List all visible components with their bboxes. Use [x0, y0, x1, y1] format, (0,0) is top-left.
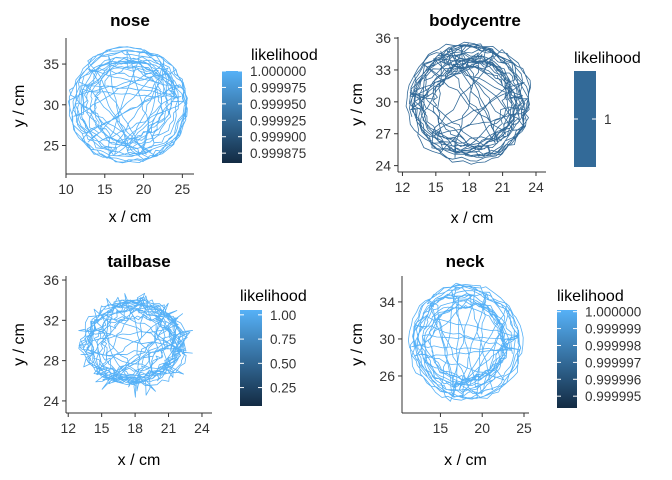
x-axis-label: x / cm [444, 452, 487, 469]
legend-tick-label: 1.000000 [585, 305, 641, 320]
legend-title: likelihood [240, 288, 307, 305]
x-tick-label: 25 [516, 420, 532, 436]
legend-title: likelihood [251, 47, 318, 64]
legend-tick-label: 0.999997 [585, 355, 641, 370]
legend-title: likelihood [574, 50, 641, 67]
legend-tick-label: 1.00 [270, 308, 296, 323]
y-tick-label: 24 [375, 158, 391, 174]
x-tick-label: 12 [395, 179, 411, 195]
legend-colorbar [557, 310, 577, 408]
legend-title: likelihood [557, 288, 624, 305]
y-tick-label: 30 [379, 331, 395, 347]
y-tick-label: 32 [43, 312, 59, 328]
trajectory-line-neck [408, 282, 524, 402]
legend-tick-label: 0.75 [270, 332, 296, 347]
legend-tick-label: 0.999995 [585, 389, 641, 404]
x-tick-label: 21 [161, 420, 177, 436]
legend-tick-label: 0.999999 [585, 322, 641, 337]
y-tick-label: 33 [375, 62, 391, 78]
y-axis-label: y / cm [349, 323, 366, 366]
trajectory-line-tailbase [78, 292, 193, 398]
x-axis-label: x / cm [451, 210, 494, 227]
y-axis-label: y / cm [11, 323, 28, 366]
legend-tick-label: 1.000000 [250, 64, 306, 79]
legend-tick-label: 1 [604, 112, 612, 127]
x-tick-label: 21 [495, 179, 511, 195]
x-tick-label: 18 [127, 420, 143, 436]
legend-tick-label: 0.999998 [585, 338, 641, 353]
x-tick-label: 12 [60, 420, 76, 436]
y-tick-label: 36 [43, 272, 59, 288]
y-tick-label: 27 [375, 126, 391, 142]
y-axis-label: y / cm [349, 83, 366, 126]
y-tick-label: 25 [43, 137, 59, 153]
x-tick-label: 24 [528, 179, 544, 195]
panel-title: nose [110, 11, 150, 30]
trajectory-line-nose [67, 46, 188, 164]
x-tick-label: 20 [474, 420, 490, 436]
x-tick-label: 10 [58, 181, 74, 197]
legend-tick-label: 0.999950 [250, 97, 306, 112]
x-tick-label: 18 [461, 179, 477, 195]
x-tick-label: 15 [428, 179, 444, 195]
legend-tick-label: 0.999875 [250, 146, 306, 161]
panel-title: tailbase [107, 252, 170, 271]
legend-colorbar [574, 71, 596, 167]
x-axis-label: x / cm [109, 209, 152, 226]
chart-panel-bodycentre: 12 15 18 21 24 24 27 30 33 36 bodycentre x / cm y / … [349, 11, 641, 227]
chart-panel-tailbase: 12 15 18 21 24 24 28 32 36 tailbase x / cm y / cm li… [11, 252, 307, 469]
panel-title: bodycentre [429, 11, 521, 30]
chart-panel-neck: 15 20 25 26 30 34 neck x / cm y / cm likelihood1.… [349, 252, 641, 469]
y-tick-label: 30 [375, 94, 391, 110]
legend-tick-label: 0.999996 [585, 372, 641, 387]
y-tick-label: 26 [379, 368, 395, 384]
x-tick-label: 25 [175, 181, 191, 197]
x-tick-label: 24 [194, 420, 210, 436]
trajectory-line-bodycentre [405, 41, 531, 165]
legend-tick-label: 0.999925 [250, 113, 306, 128]
legend-tick-label: 0.999975 [250, 80, 306, 95]
y-tick-label: 30 [43, 97, 59, 113]
chart-panel-nose: 10 15 20 25 25 30 35 nose x / cm y / cm likelihood… [11, 11, 318, 226]
x-tick-label: 15 [97, 181, 113, 197]
legend-colorbar [222, 71, 242, 163]
legend-tick-label: 0.999900 [250, 130, 306, 145]
y-axis-label: y / cm [11, 85, 28, 128]
legend-colorbar [240, 310, 262, 406]
x-tick-label: 20 [136, 181, 152, 197]
x-tick-label: 15 [94, 420, 110, 436]
x-tick-label: 15 [433, 420, 449, 436]
panel-title: neck [446, 252, 485, 271]
y-tick-label: 35 [43, 56, 59, 72]
legend-tick-label: 0.50 [270, 356, 296, 371]
y-tick-label: 34 [379, 294, 395, 310]
legend-tick-label: 0.25 [270, 381, 296, 396]
y-tick-label: 24 [43, 393, 59, 409]
y-tick-label: 28 [43, 353, 59, 369]
y-tick-label: 36 [375, 30, 391, 46]
x-axis-label: x / cm [118, 452, 161, 469]
